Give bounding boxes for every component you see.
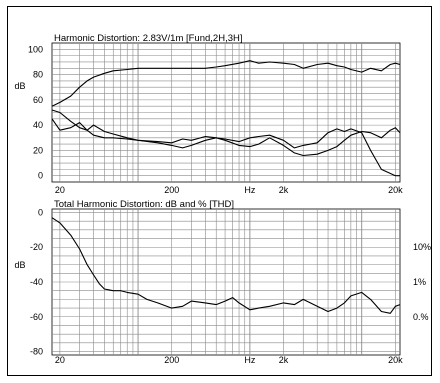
y-tick-label: 100: [28, 44, 43, 54]
series-line-1-2: [51, 109, 400, 177]
x-tick-label: Hz: [244, 185, 255, 195]
series-line-2-1: [51, 217, 401, 314]
chart-frame: [7, 6, 432, 376]
y-tick-label: -80: [30, 347, 43, 357]
y-axis-label: dB: [14, 260, 25, 270]
y-tick-label: -20: [30, 242, 43, 252]
y-tick-label: 0: [38, 207, 43, 217]
y-tick-label: -40: [30, 277, 43, 287]
right-axis-label: 1%: [413, 277, 426, 287]
x-tick-label: Hz: [244, 355, 255, 365]
y-tick-label: 60: [33, 95, 43, 105]
x-tick-label: 20k: [388, 185, 403, 195]
y-tick-label: 80: [33, 70, 43, 80]
x-tick-label: 2k: [279, 355, 289, 365]
series-line-1-3: [51, 118, 401, 157]
y-tick-label: -60: [30, 312, 43, 322]
x-tick-label: 20k: [388, 355, 403, 365]
y-tick-label: 40: [33, 120, 43, 130]
y-tick-label: 0: [38, 171, 43, 181]
x-tick-label: 200: [164, 355, 179, 365]
x-tick-label: 20: [55, 185, 65, 195]
x-tick-label: 2k: [279, 185, 289, 195]
chart-title-2: Total Harmonic Distortion: dB and % [THD…: [54, 199, 234, 210]
y-tick-label: 20: [33, 145, 43, 155]
x-tick-label: 200: [164, 185, 179, 195]
series-line-1-1: [51, 60, 401, 107]
x-tick-label: 20: [55, 355, 65, 365]
chart-title-1: Harmonic Distortion: 2.83V/1m [Fund,2H,3…: [54, 33, 243, 44]
right-axis-label: 0.%: [413, 312, 429, 322]
y-axis-label: dB: [14, 81, 25, 91]
right-axis-label: 10%: [413, 242, 431, 252]
